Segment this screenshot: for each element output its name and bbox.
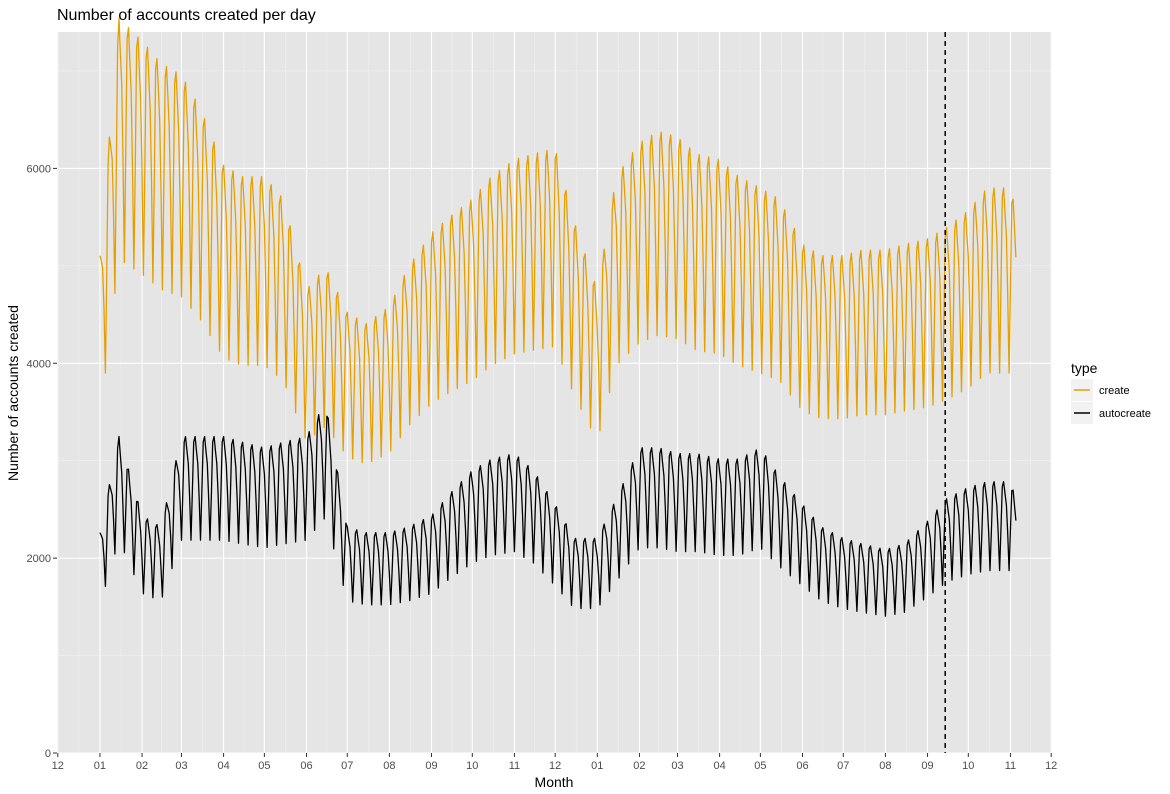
x-tick-label: 07: [837, 760, 849, 772]
x-tick-label: 11: [1005, 760, 1016, 772]
x-tick-label: 01: [94, 760, 106, 772]
x-tick-label: 09: [921, 760, 933, 772]
x-tick-label: 10: [466, 760, 478, 772]
x-tick-label: 12: [549, 760, 561, 772]
x-axis-title: Month: [535, 774, 574, 790]
x-tick-label: 05: [754, 760, 766, 772]
series-line-create: [99, 17, 1017, 464]
x-tick-label: 04: [713, 760, 725, 772]
x-tick-label: 06: [796, 760, 808, 772]
x-tick-label: 03: [671, 760, 683, 772]
x-tick-label: 01: [591, 760, 603, 772]
x-axis: 12 01 02 03 04 05 06 07 08 09 10 11 12 01 02 03 04 05 06 07…: [52, 753, 1057, 772]
y-axis-title: Number of accounts created: [5, 305, 21, 481]
x-tick-label: 08: [383, 760, 395, 772]
series-layer: [99, 17, 1017, 617]
y-tick-label: 6000: [27, 163, 51, 175]
x-tick-label: 02: [633, 760, 645, 772]
x-tick-label: 12: [52, 760, 64, 772]
series-line-autocreate: [99, 414, 1017, 617]
legend: type create autocreate: [1071, 360, 1151, 424]
x-tick-label: 02: [136, 760, 148, 772]
y-tick-label: 2000: [27, 553, 51, 565]
x-tick-label: 11: [509, 760, 520, 772]
x-tick-label: 12: [1045, 760, 1057, 772]
x-tick-label: 07: [341, 760, 353, 772]
legend-title: type: [1071, 360, 1098, 376]
x-tick-label: 04: [217, 760, 229, 772]
x-tick-label: 09: [425, 760, 437, 772]
x-tick-label: 03: [175, 760, 187, 772]
legend-label-create: create: [1099, 385, 1130, 397]
x-tick-label: 05: [258, 760, 270, 772]
x-tick-label: 06: [300, 760, 312, 772]
x-tick-label: 08: [879, 760, 891, 772]
plot-panel: [57, 32, 1052, 753]
x-tick-label: 10: [962, 760, 974, 772]
legend-label-autocreate: autocreate: [1099, 408, 1151, 420]
chart-title: Number of accounts created per day: [57, 7, 316, 24]
y-axis: 0 2000 4000 6000: [27, 163, 57, 760]
y-tick-label: 0: [45, 748, 51, 760]
minor-gridlines: [57, 32, 1052, 753]
y-tick-label: 4000: [27, 358, 51, 370]
